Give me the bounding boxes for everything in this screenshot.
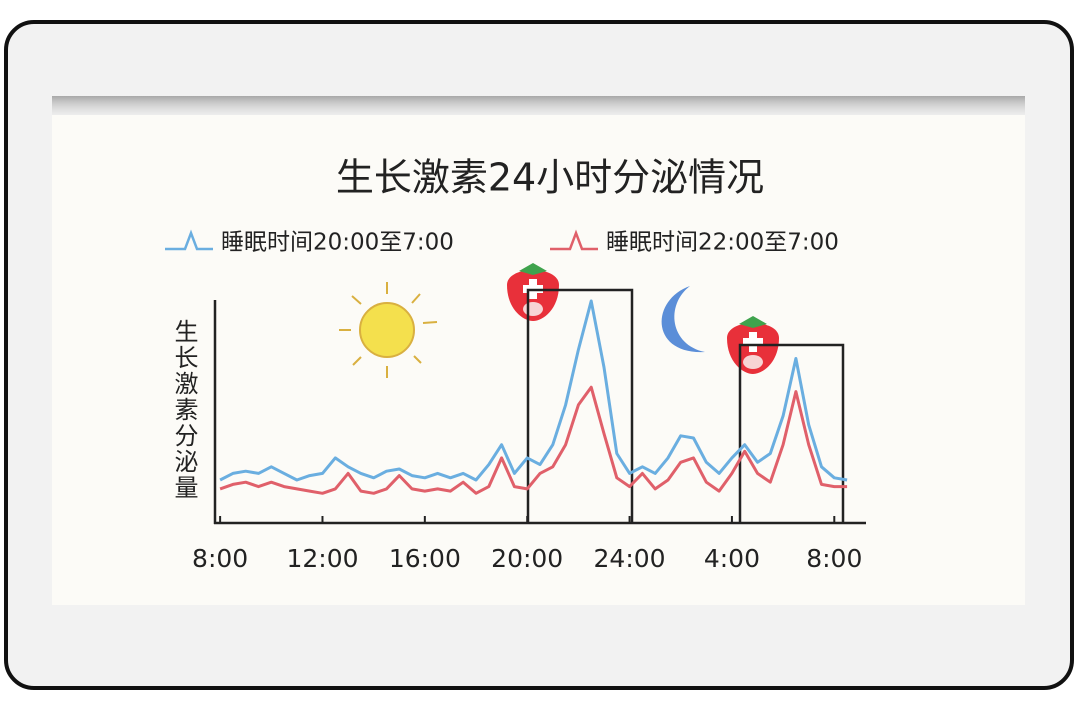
x-tick-label: 16:00	[389, 544, 461, 573]
x-tick-label: 12:00	[286, 544, 358, 573]
series-line	[219, 299, 848, 482]
sun	[339, 282, 438, 378]
legend-icon	[165, 229, 213, 251]
x-tick-label: 8:00	[192, 544, 248, 573]
chart-title: 生长激素24小时分泌情况	[336, 156, 764, 200]
x-tick-label: 4:00	[704, 544, 760, 573]
y-axis-label-group: 生长激素分泌量	[170, 319, 198, 501]
moon	[661, 286, 705, 353]
x-tick-label: 20:00	[491, 544, 563, 573]
sleep-box	[526, 288, 845, 522]
legend-icon	[550, 229, 598, 251]
y-axis-label: 生长激素分泌量	[170, 319, 198, 501]
x-tick-label: 24:00	[594, 544, 666, 573]
legend-label: 睡眠时间22:00至7:00	[606, 230, 839, 256]
x-tick-label: 8:00	[806, 544, 862, 573]
legend-label: 睡眠时间20:00至7:00	[221, 230, 454, 256]
series-line	[219, 385, 848, 495]
